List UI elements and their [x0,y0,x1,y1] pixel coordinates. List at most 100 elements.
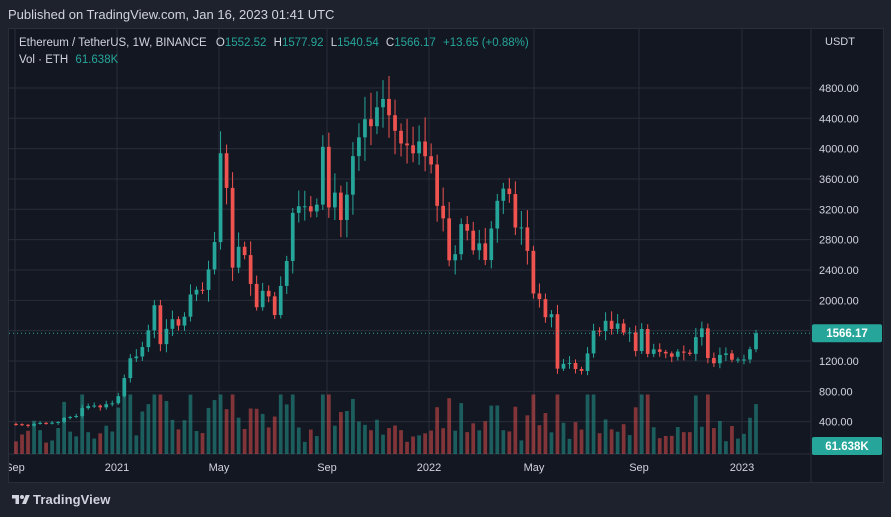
x-tick-label: 2021 [105,462,129,474]
volume-bar [712,428,716,454]
legend-close-label: C [385,37,395,49]
volume-bar [669,435,674,454]
candle [254,283,259,308]
volume-bar [417,435,421,454]
chart-frame[interactable]: 400.00800.001200.001600.002000.002400.00… [8,28,884,483]
candle [230,187,235,268]
volume-bar [308,429,313,454]
volume-bar [447,398,452,454]
candle [537,293,542,300]
candle [453,254,458,261]
volume-bar [429,430,433,454]
candle [603,320,608,332]
candle [417,141,421,154]
volume-bar [68,431,73,454]
volume-bar [351,398,355,454]
candle [681,351,686,353]
header: Published on TradingView.com, Jan 16, 20… [0,0,891,28]
volume-bar [140,411,145,454]
candle [561,363,566,369]
volume-bar [206,407,211,454]
y-tick-label: 4800.00 [819,83,859,95]
volume-bar [236,417,241,454]
candle [248,255,253,284]
candle [236,246,241,268]
volume-bar [326,394,331,454]
volume-bar [272,416,277,454]
candle [266,290,271,297]
grid-lines [9,29,811,454]
candle [140,347,145,357]
volume-bar [736,438,740,454]
candle [742,359,746,361]
candle [471,230,476,251]
y-tick-label: 2000.00 [819,295,859,307]
candle [705,328,710,358]
volume-bar [609,429,614,454]
candle [393,115,397,131]
volume-bar [134,435,139,454]
price-chart[interactable]: 400.00800.001200.001600.002000.002400.00… [9,29,883,482]
candle [92,405,97,407]
legend-symbol[interactable]: Ethereum / TetherUS, 1W, BINANCE [19,37,207,49]
candle [609,320,614,329]
candle [639,328,644,352]
volume-bar [591,394,596,454]
candle [14,423,18,425]
candle [164,328,169,345]
candle [296,206,301,213]
volume-bar [200,433,205,454]
volume-bar [14,441,18,454]
candle [50,422,54,424]
candle [513,194,518,228]
volume-bar [411,436,415,454]
volume-bar [104,425,109,454]
volume-bar [603,419,608,454]
candles [14,75,758,428]
volume-bar [718,420,722,454]
volume-bar [435,407,440,454]
volume-bar [278,394,283,454]
legend-low-label: L [330,37,338,49]
volume-bar [26,430,30,454]
legend-volume-label[interactable]: Vol · ETH [19,54,69,66]
volume-bar [375,419,379,454]
volume-bar [381,434,385,454]
legend-high-label: H [273,37,282,49]
candle [718,354,722,364]
volume-bar [266,427,271,454]
volume-bar [495,405,500,454]
volume-bar [651,427,656,454]
candle [206,269,211,290]
volume-bar [507,431,512,454]
last-price-label: 1566.17 [826,328,868,340]
footer-brand[interactable]: TradingView [33,492,111,507]
volume-bar [513,406,518,454]
volume-bar [284,404,289,454]
candle [423,141,427,157]
last-volume-label: 61.638K [825,441,869,453]
candle [435,164,440,206]
candle [146,330,151,348]
volume-bar [621,424,626,454]
candle [615,323,620,329]
candle [549,314,554,318]
legend-ohlc: Ethereum / TetherUS, 1W, BINANCE O1552.5… [19,37,529,49]
legend-high-value: 1577.92 [281,37,324,49]
candle [152,305,157,331]
tradingview-logo-icon[interactable] [11,493,31,507]
volume-bar [194,430,199,454]
volume-bar [20,434,24,454]
candle [669,353,674,357]
candle [597,330,602,332]
legend-volume-value: 61.638K [75,54,119,66]
candle [663,351,668,354]
volume-bar [110,431,115,454]
candle [645,328,650,354]
candle [134,356,139,359]
candle [736,359,740,361]
candle [74,415,79,417]
volume-bar [254,408,259,454]
volume-bar [218,394,223,454]
candle [278,285,283,316]
